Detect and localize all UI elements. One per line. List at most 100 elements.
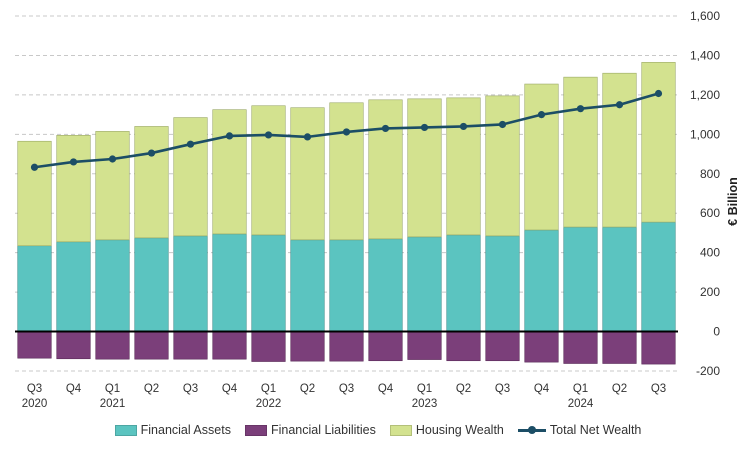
x-tick-label: Q4 [378, 383, 394, 395]
bar-financial-liabilities [95, 331, 130, 360]
point-total-net-wealth [498, 120, 507, 129]
y-tick-label: 1,400 [690, 48, 720, 62]
x-year-label: 2022 [256, 398, 282, 410]
bar-housing-wealth [485, 95, 520, 237]
point-total-net-wealth [264, 131, 273, 139]
y-tick-label: 800 [700, 167, 720, 181]
bar-financial-assets [563, 226, 598, 332]
point-total-net-wealth [381, 124, 390, 133]
bar-financial-liabilities [368, 331, 403, 362]
bar-financial-assets [17, 245, 52, 332]
x-tick-label: Q1 [417, 383, 432, 395]
legend-label: Financial Liabilities [270, 423, 376, 437]
y-tick-label: 1,000 [690, 127, 720, 141]
y-tick-label: 1,600 [690, 9, 720, 23]
point-total-net-wealth [615, 101, 624, 109]
net-wealth-line [30, 89, 663, 171]
x-tick-label: Q3 [27, 383, 42, 395]
bar-housing-wealth [212, 109, 247, 235]
x-tick-label: Q4 [222, 383, 238, 395]
point-total-net-wealth [342, 128, 351, 136]
bar-financial-liabilities [524, 331, 559, 363]
bar-financial-assets [407, 236, 442, 332]
bar-financial-assets [368, 238, 403, 332]
legend-item-financial-assets: Financial Assets [114, 423, 231, 437]
bar-financial-liabilities [407, 331, 442, 360]
bar-financial-liabilities [134, 331, 169, 360]
legend-swatch [389, 424, 412, 436]
point-total-net-wealth [420, 123, 429, 132]
y-axis-ticks: -200 0 200 400 600 800 1,000 1,200 1,400 1,600 [690, 9, 720, 378]
bar-housing-wealth [368, 99, 403, 240]
bar-housing-wealth [95, 131, 130, 241]
x-tick-label: Q2 [300, 383, 315, 395]
bar-financial-assets [446, 234, 481, 332]
bar-housing-wealth [290, 107, 325, 241]
bar-financial-liabilities [290, 331, 325, 362]
point-total-net-wealth [576, 105, 585, 113]
x-tick-label: Q1 [105, 383, 120, 395]
bar-housing-wealth [56, 135, 91, 243]
legend-item-total-net-wealth: Total Net Wealth [517, 423, 642, 437]
legend: Financial Assets Financial Liabilities H… [0, 419, 756, 441]
x-axis-ticks: Q3 2020 Q4 Q1 2021 Q2 Q3 Q4 Q1 2022 Q2 Q3 Q4 Q1 2023 Q2… [22, 383, 666, 410]
bar-financial-assets [212, 233, 247, 332]
bar-housing-wealth [641, 62, 676, 223]
bar-financial-assets [173, 235, 208, 332]
bar-financial-liabilities [17, 331, 52, 359]
x-tick-label: Q3 [495, 383, 510, 395]
bar-housing-wealth [173, 117, 208, 237]
bar-housing-wealth [524, 83, 559, 231]
x-year-label: 2021 [100, 398, 126, 410]
legend-item-financial-liabilities: Financial Liabilities [244, 423, 376, 437]
y-axis-label: € Billion [726, 177, 740, 226]
point-total-net-wealth [147, 149, 156, 157]
bar-housing-wealth [251, 105, 286, 236]
bar-financial-assets [56, 241, 91, 332]
x-tick-label: Q3 [339, 383, 354, 395]
bar-financial-assets [485, 235, 520, 332]
y-tick-label: 1,200 [690, 88, 720, 102]
y-tick-label: 200 [700, 285, 720, 299]
legend-label: Financial Assets [140, 423, 231, 437]
bar-financial-assets [290, 239, 325, 332]
y-tick-label: 0 [713, 325, 720, 339]
x-tick-label: Q4 [534, 383, 550, 395]
bar-financial-assets [134, 237, 169, 332]
bar-financial-assets [524, 229, 559, 332]
x-tick-label: Q1 [573, 383, 588, 395]
legend-swatch [244, 424, 267, 436]
x-year-label: 2024 [568, 398, 594, 410]
bar-financial-liabilities [446, 331, 481, 362]
point-total-net-wealth [186, 140, 195, 148]
bar-financial-assets [251, 234, 286, 332]
y-tick-label: 600 [700, 206, 720, 220]
y-tick-label: 400 [700, 246, 720, 260]
bar-housing-wealth [407, 98, 442, 238]
x-tick-label: Q2 [456, 383, 471, 395]
bar-financial-assets [329, 239, 364, 332]
bar-financial-liabilities [56, 331, 91, 360]
bars [17, 62, 676, 365]
point-total-net-wealth [30, 163, 39, 171]
bar-housing-wealth [446, 97, 481, 236]
x-tick-label: Q4 [66, 383, 82, 395]
y-tick-label: -200 [696, 364, 720, 378]
bar-financial-liabilities [641, 331, 676, 365]
x-tick-label: Q3 [651, 383, 666, 395]
bar-financial-liabilities [251, 331, 286, 362]
point-total-net-wealth [108, 155, 117, 163]
legend-item-housing-wealth: Housing Wealth [389, 423, 504, 437]
legend-label: Housing Wealth [415, 423, 504, 437]
x-year-label: 2023 [412, 398, 438, 410]
point-total-net-wealth [654, 89, 663, 98]
bar-housing-wealth [563, 76, 598, 228]
x-tick-label: Q2 [144, 383, 159, 395]
bar-financial-liabilities [212, 331, 247, 360]
point-total-net-wealth [303, 133, 312, 141]
bar-financial-liabilities [602, 331, 637, 364]
point-total-net-wealth [537, 111, 546, 119]
bar-financial-assets [641, 221, 676, 332]
point-total-net-wealth [459, 122, 468, 131]
legend-label: Total Net Wealth [549, 423, 642, 437]
